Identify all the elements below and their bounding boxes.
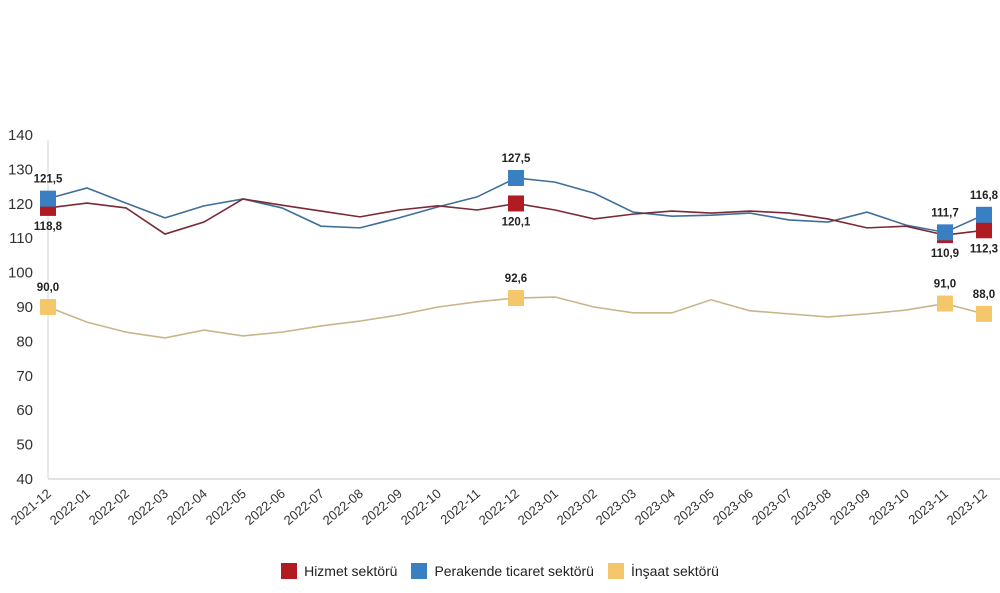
x-tick-label: 2023-12 (944, 486, 990, 528)
data-label-insaat: 92,6 (505, 273, 527, 285)
data-marker-insaat (937, 295, 953, 312)
legend: Hizmet sektörü Perakende ticaret sektörü… (0, 563, 1000, 579)
x-tick-label: 2022-08 (320, 486, 366, 528)
data-label-insaat: 91,0 (934, 279, 956, 291)
data-label-hizmet: 112,3 (970, 243, 998, 255)
x-tick-label: 2022-07 (281, 486, 327, 528)
x-tick-label: 2022-05 (203, 486, 249, 528)
x-tick-label: 2023-02 (554, 486, 600, 528)
y-tick-label: 110 (9, 230, 33, 247)
y-tick-label: 120 (8, 196, 33, 213)
x-tick-label: 2023-05 (671, 486, 717, 528)
y-tick-label: 60 (16, 402, 33, 419)
x-tick-label: 2022-09 (359, 486, 405, 528)
y-tick-label: 100 (8, 265, 33, 282)
data-label-perakende: 111,7 (931, 207, 959, 219)
y-tick-label: 80 (16, 333, 33, 350)
legend-item-perakende[interactable]: Perakende ticaret sektörü (411, 563, 594, 579)
x-tick-label: 2022-10 (398, 486, 444, 528)
x-tick-label: 2023-08 (788, 486, 834, 528)
y-tick-label: 50 (16, 437, 33, 454)
legend-swatch-insaat (607, 563, 624, 579)
y-tick-label: 90 (16, 299, 33, 316)
data-marker-insaat (976, 305, 992, 322)
legend-swatch-hizmet (281, 563, 298, 579)
data-label-perakende: 116,8 (970, 190, 999, 202)
y-tick-label: 40 (16, 471, 33, 488)
data-label-hizmet: 110,9 (931, 248, 959, 260)
data-marker-hizmet (508, 195, 524, 212)
x-tick-label: 2022-12 (476, 486, 522, 528)
data-marker-hizmet (976, 222, 992, 239)
data-marker-perakende (976, 206, 992, 223)
data-label-insaat: 88,0 (973, 289, 995, 301)
x-tick-label: 2022-06 (242, 486, 288, 528)
x-tick-label: 2023-11 (905, 486, 950, 528)
x-tick-label: 2023-06 (710, 486, 756, 528)
x-tick-label: 2022-04 (164, 486, 210, 528)
x-tick-label: 2023-04 (632, 486, 678, 528)
line-chart: 4050607080901001101201301402021-122022-0… (8, 127, 1000, 528)
data-label-perakende: 121,5 (34, 174, 63, 186)
x-tick-label: 2022-11 (437, 486, 482, 528)
legend-label-insaat: İnşaat sektörü (630, 563, 719, 579)
x-tick-label: 2022-02 (86, 486, 132, 528)
series-markers (40, 170, 992, 322)
data-marker-perakende (508, 170, 524, 186)
legend-label-perakende: Perakende ticaret sektörü (434, 563, 594, 579)
legend-item-hizmet[interactable]: Hizmet sektörü (281, 563, 397, 579)
data-label-hizmet: 118,8 (34, 221, 63, 233)
x-tick-label: 2022-01 (47, 486, 93, 528)
x-tick-label: 2021-12 (8, 486, 54, 528)
data-label-perakende: 127,5 (502, 153, 531, 165)
legend-label-hizmet: Hizmet sektörü (304, 563, 398, 579)
data-marker-perakende (40, 190, 56, 207)
x-tick-label: 2023-01 (515, 486, 561, 528)
legend-swatch-perakende (411, 563, 428, 579)
y-tick-label: 130 (8, 161, 33, 178)
x-tick-label: 2023-03 (593, 486, 639, 528)
data-label-hizmet: 120,1 (502, 216, 531, 228)
data-marker-insaat (40, 299, 56, 315)
data-labels: 118,8 120,1 110,9 112,3 121,5 127,5 111,7 116,8… (34, 153, 999, 301)
data-marker-perakende (937, 224, 953, 241)
x-tick-label: 2023-07 (749, 486, 795, 528)
legend-item-insaat[interactable]: İnşaat sektörü (607, 563, 719, 579)
x-tick-label: 2023-10 (866, 486, 912, 528)
y-tick-label: 140 (8, 127, 33, 144)
x-tick-label: 2022-03 (125, 486, 171, 528)
axes: 4050607080901001101201301402021-122022-0… (8, 127, 1000, 528)
x-tick-label: 2023-09 (827, 486, 873, 528)
y-tick-label: 70 (16, 368, 33, 385)
data-label-insaat: 90,0 (37, 282, 59, 294)
data-marker-insaat (508, 290, 524, 307)
